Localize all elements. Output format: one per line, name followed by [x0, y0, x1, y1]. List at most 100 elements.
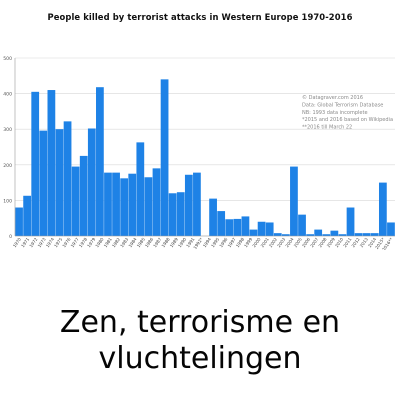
x-tick-label: 1975 — [53, 236, 63, 248]
bar-2004 — [290, 166, 298, 236]
x-tick-label: 2010 — [334, 236, 344, 248]
bar-1975 — [55, 129, 64, 236]
x-tick-label: 1976 — [61, 236, 71, 248]
bar-1981 — [104, 172, 112, 236]
x-tick-label: 1992* — [192, 237, 203, 250]
bar-1970 — [15, 207, 23, 236]
bar-1983 — [120, 178, 129, 236]
bar-2008 — [322, 234, 331, 236]
annotation-line: © Datagraver.com 2016 — [302, 94, 363, 101]
y-tick-label: 200 — [3, 163, 12, 169]
x-tick-label: 1971 — [20, 236, 30, 248]
x-tick-label: 1978 — [78, 236, 88, 248]
bar-2015* — [378, 182, 387, 236]
x-tick-label: 2011 — [342, 236, 352, 248]
y-tick-label: 100 — [3, 198, 12, 204]
x-tick-label: 1995 — [210, 236, 220, 248]
caption-line-2: vluchtelingen — [98, 341, 302, 376]
bar-1995 — [217, 211, 226, 236]
x-tick-label: 2006 — [301, 236, 311, 248]
x-tick-label: 2000 — [251, 236, 261, 248]
bar-2003 — [281, 234, 290, 236]
y-tick-label: 500 — [3, 56, 12, 62]
annotation-line: *2015 and 2016 based on Wikipedia — [302, 117, 393, 123]
x-tick-label: 1977 — [70, 236, 80, 248]
x-tick-label: 1982 — [111, 236, 121, 248]
x-tick-label: 1973 — [37, 236, 47, 248]
bar-1972 — [31, 91, 40, 236]
x-tick-label: 2015* — [374, 237, 385, 250]
x-tick-label: 1983 — [119, 236, 129, 248]
x-tick-label: 2003 — [276, 236, 286, 248]
bar-2014 — [370, 233, 379, 236]
bar-1979 — [87, 128, 96, 236]
annotation-line: **2016 till March 22 — [302, 125, 352, 131]
bar-1991 — [184, 174, 193, 236]
bar-2007 — [314, 229, 323, 236]
x-tick-label: 1999 — [243, 236, 253, 248]
bar-1994 — [209, 198, 217, 236]
bar-2005 — [298, 214, 306, 236]
bar-1978 — [79, 155, 88, 236]
x-tick-label: 1980 — [94, 236, 104, 248]
axes: 0 100 200 300 400 500 197019711972197319741975… — [3, 56, 395, 250]
x-tick-label: 1994 — [202, 236, 212, 248]
bar-series — [15, 79, 395, 236]
bar-1982 — [112, 172, 120, 236]
x-tick-label: 1981 — [103, 236, 113, 248]
x-tick-label: 1998 — [235, 236, 245, 248]
y-tick-label: 0 — [9, 234, 12, 240]
y-tick-label: 300 — [3, 127, 12, 133]
bar-2016** — [387, 222, 395, 236]
bar-1987 — [152, 168, 161, 236]
x-tick-label: 2013 — [359, 236, 369, 248]
bar-2006 — [306, 234, 314, 236]
bar-1971 — [23, 195, 32, 236]
bar-1990 — [176, 192, 185, 236]
bar-1988 — [160, 79, 169, 236]
bar-1998 — [241, 216, 250, 236]
bar-1976 — [63, 121, 72, 236]
bar-1977 — [71, 166, 80, 236]
bar-2012 — [354, 233, 363, 236]
x-tick-label: 2008 — [317, 236, 327, 248]
x-tick-label: 1985 — [136, 236, 146, 248]
terrorism-deaths-bar-chart: 0 100 200 300 400 500 197019711972197319741975… — [3, 56, 395, 250]
annotation-line: Data: Global Terrorism Database — [302, 102, 383, 108]
bar-2001 — [265, 222, 274, 236]
bar-1974 — [47, 90, 56, 236]
x-tick-label: 2005 — [293, 236, 303, 248]
bar-1992 — [193, 172, 201, 236]
bar-1973 — [39, 130, 48, 236]
annotation-line: NB: 1993 data incomplete — [302, 110, 368, 116]
x-tick-label: 1987 — [152, 236, 162, 248]
x-tick-label: 2012 — [350, 236, 360, 248]
bar-2011 — [346, 207, 355, 236]
x-tick-label: 1996 — [218, 236, 228, 248]
slide-caption: Zen, terrorisme en vluchtelingen — [0, 305, 400, 377]
bar-2000 — [257, 221, 266, 236]
x-tick-label: 2004 — [284, 236, 294, 248]
bar-1984 — [128, 173, 137, 236]
x-tick-label: 2007 — [309, 236, 319, 248]
x-tick-label: 1970 — [12, 236, 22, 248]
bar-1986 — [144, 177, 153, 236]
x-tick-label: 1974 — [45, 236, 55, 248]
x-tick-label: 1997 — [227, 236, 237, 248]
x-tick-label: 1988 — [160, 236, 170, 248]
bar-2009 — [330, 230, 339, 236]
y-tick-label: 400 — [3, 92, 12, 98]
x-tick-label: 1979 — [86, 236, 96, 248]
chart-title: People killed by terrorist attacks in We… — [47, 12, 353, 22]
bar-2002 — [273, 233, 282, 236]
bar-2010 — [338, 234, 347, 236]
bar-1980 — [96, 87, 104, 236]
x-tick-label: 2014 — [367, 236, 377, 248]
x-tick-label: 1986 — [144, 236, 154, 248]
x-tick-label: 1972 — [28, 236, 38, 248]
x-tick-label: 1989 — [169, 236, 179, 248]
caption-line-1: Zen, terrorisme en — [59, 305, 341, 340]
x-tick-label: 2002 — [268, 236, 278, 248]
